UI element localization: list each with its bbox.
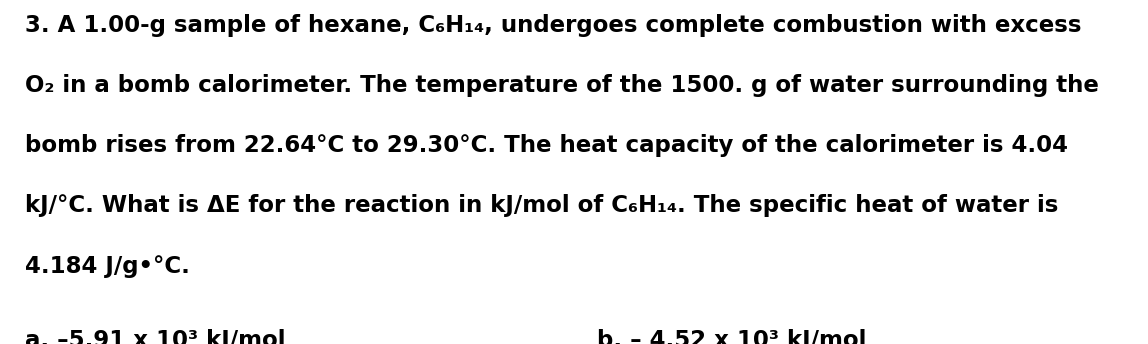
Text: 4.184 J/g•°C.: 4.184 J/g•°C. [25, 255, 191, 278]
Text: a. –5.91 x 10³ kJ/mol: a. –5.91 x 10³ kJ/mol [25, 329, 286, 344]
Text: 3. A 1.00-g sample of hexane, C₆H₁₄, undergoes complete combustion with excess: 3. A 1.00-g sample of hexane, C₆H₁₄, und… [25, 14, 1081, 37]
Text: b. – 4.52 x 10³ kJ/mol: b. – 4.52 x 10³ kJ/mol [597, 329, 867, 344]
Text: bomb rises from 22.64°C to 29.30°C. The heat capacity of the calorimeter is 4.04: bomb rises from 22.64°C to 29.30°C. The … [25, 134, 1069, 157]
Text: O₂ in a bomb calorimeter. The temperature of the 1500. g of water surrounding th: O₂ in a bomb calorimeter. The temperatur… [25, 74, 1099, 97]
Text: kJ/°C. What is ΔE for the reaction in kJ/mol of C₆H₁₄. The specific heat of wate: kJ/°C. What is ΔE for the reaction in kJ… [25, 194, 1058, 217]
